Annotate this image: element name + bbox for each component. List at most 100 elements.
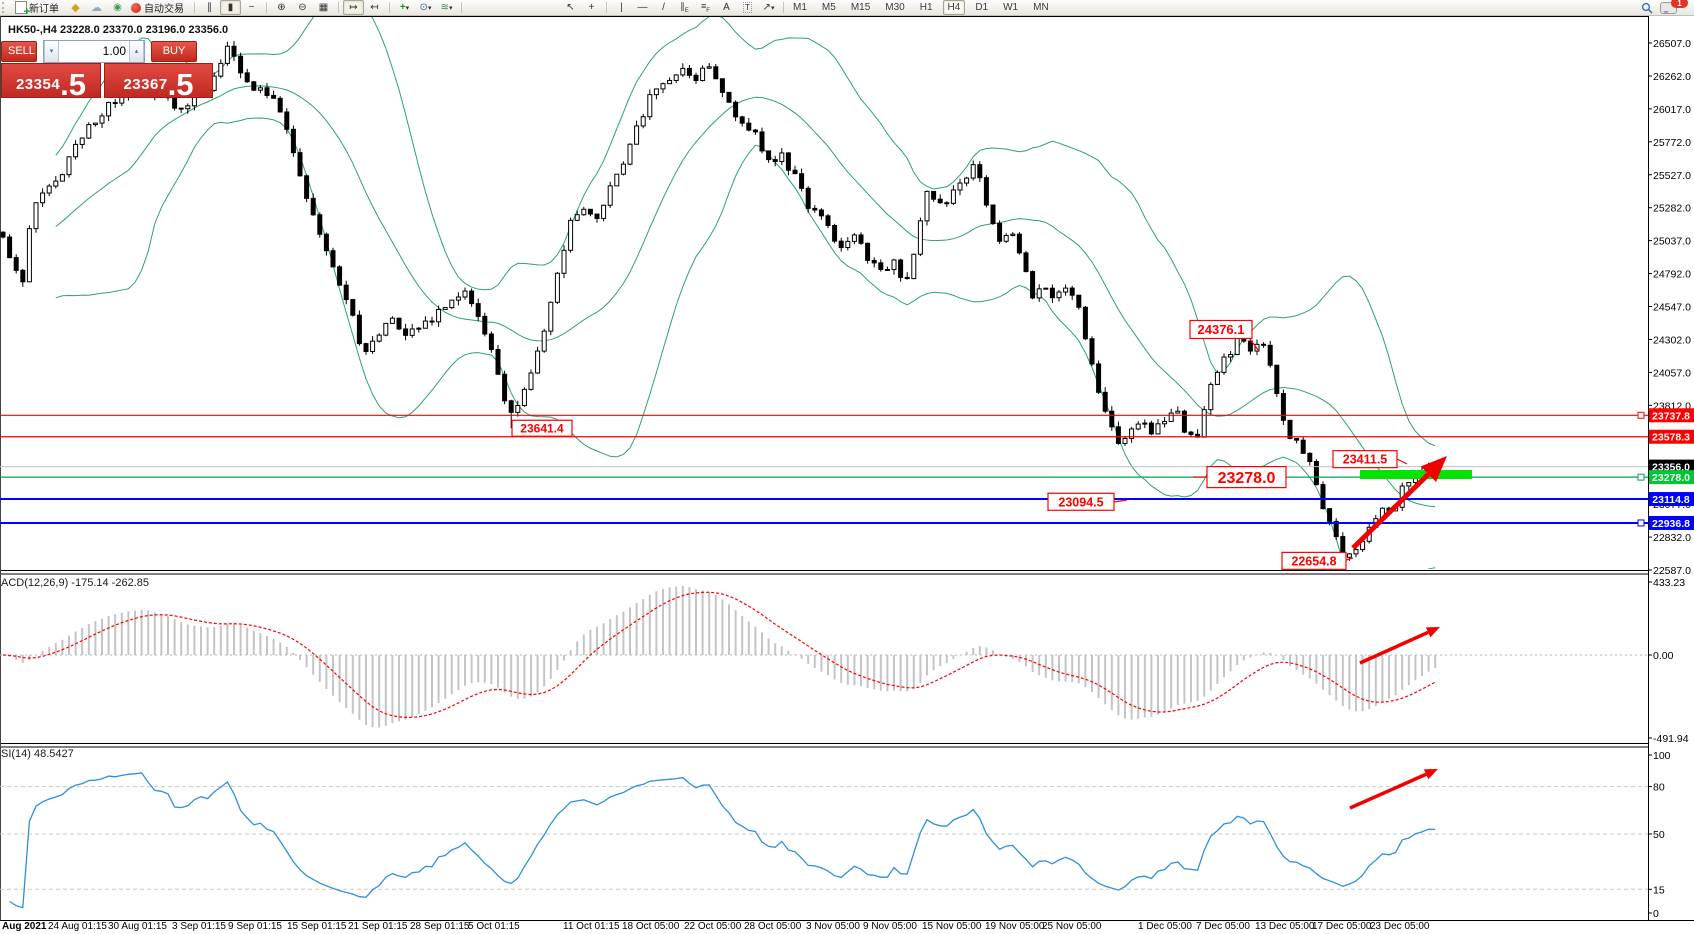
time-axis-label: 22 Oct 05:00	[684, 921, 742, 932]
price-badge	[1649, 515, 1694, 530]
buy-price[interactable]: 23367.5	[104, 63, 213, 100]
candle-body	[1148, 422, 1154, 435]
timeframe-m1[interactable]: M1	[793, 2, 807, 13]
time-axis[interactable]: Aug 2021 24 Aug 01:15 30 Aug 01:15 3 Sep 01…	[0, 921, 1694, 934]
fibonacci-button[interactable]: ≡F	[695, 0, 716, 15]
candle-body	[409, 328, 415, 336]
candle-body	[99, 115, 105, 124]
crosshair-button[interactable]: +	[581, 0, 602, 15]
signals-button[interactable]: ◉	[107, 0, 128, 15]
toolbar-grip[interactable]	[2, 2, 9, 13]
rsi-line	[9, 772, 1436, 909]
candle-body	[7, 236, 13, 259]
candle-body	[772, 159, 778, 163]
sell-button[interactable]: SELL	[1, 40, 37, 62]
macd-tick-label: 433.23	[1653, 577, 1685, 589]
candle-body	[620, 163, 626, 175]
buy-button[interactable]: BUY	[151, 40, 197, 62]
candle-body	[1294, 437, 1300, 441]
rsi-tick-label: 50	[1653, 829, 1665, 841]
market-depth-button[interactable]: ◆	[65, 0, 86, 15]
search-button[interactable]	[1636, 0, 1657, 15]
candle-body	[92, 122, 98, 126]
candle-body	[970, 164, 976, 179]
trend-arrow-shaft	[1359, 630, 1429, 665]
indicators-button[interactable]: + ▾	[394, 0, 415, 15]
candle-body	[568, 219, 574, 251]
new-order-button[interactable]: 新订单	[12, 0, 65, 17]
macd-tick-label: 0.00	[1653, 650, 1674, 662]
tile-windows-button[interactable]: ▦	[313, 0, 334, 15]
timeframe-d1[interactable]: D1	[975, 2, 989, 13]
zoom-out-button[interactable]: ⊖	[292, 0, 313, 15]
equidistant-channel-button[interactable]: ∥E	[674, 0, 695, 15]
volume-increase-button[interactable]: ▴	[129, 40, 144, 62]
candle-body	[26, 228, 32, 283]
time-axis-label: 15 Nov 05:00	[922, 921, 982, 932]
trend-arrow-shaft	[1351, 472, 1431, 550]
volume-input[interactable]	[59, 40, 129, 62]
search-icon	[1641, 2, 1653, 14]
timeframe-m15[interactable]: M15	[850, 2, 871, 13]
candle-body	[482, 315, 488, 335]
horizontal-line-button[interactable]: —	[632, 0, 653, 15]
bar-chart-button[interactable]: ∥	[199, 0, 220, 15]
candle-body	[673, 74, 679, 81]
vertical-line-button[interactable]: |	[611, 0, 632, 15]
candle-body	[1155, 423, 1161, 435]
seal-icon: ◆	[71, 2, 80, 14]
candle-body	[739, 116, 745, 124]
candle-body	[686, 67, 692, 76]
cursor-button[interactable]: ↖	[560, 0, 581, 15]
time-axis-label: 25 Nov 05:00	[1042, 921, 1102, 932]
vertical-line-icon: |	[620, 2, 623, 13]
candle-body	[53, 180, 59, 187]
candle-body	[106, 102, 112, 117]
arrows-button[interactable]: ↗ ▾	[758, 0, 779, 15]
candle-body	[1043, 287, 1049, 290]
price-badge	[1649, 408, 1694, 423]
auto-trading-button[interactable]: 自动交易	[128, 0, 190, 15]
auto-scroll-button[interactable]: ↦	[343, 0, 364, 15]
price-badge-label: 23578.3	[1652, 432, 1690, 444]
candle-body	[785, 152, 791, 171]
candle-body	[1201, 409, 1207, 438]
candle-body	[1142, 422, 1148, 425]
price-tick-label: 26017.0	[1653, 104, 1691, 116]
candle-body	[284, 111, 290, 130]
text-label-icon: T	[743, 2, 752, 13]
macd-histogram	[8, 586, 1437, 728]
candle-body	[323, 233, 329, 252]
candle-body	[251, 81, 257, 91]
notifications-button[interactable]: 1	[1657, 0, 1688, 15]
text-label-button[interactable]: T	[737, 0, 758, 15]
timeframe-m30[interactable]: M30	[885, 2, 905, 13]
volume-decrease-button[interactable]: ▾	[44, 40, 59, 62]
chart-shift-button[interactable]: ↤	[364, 0, 385, 15]
time-axis-label: 18 Oct 05:00	[622, 921, 680, 932]
support-highlight-zone	[1360, 470, 1472, 479]
periods-button[interactable]: ⊙ ▾	[415, 0, 436, 15]
price-tick-label: 25527.0	[1653, 170, 1691, 182]
timeframe-w1[interactable]: W1	[1003, 2, 1019, 13]
candle-body	[911, 253, 917, 280]
candle-body	[535, 350, 541, 374]
zoom-in-button[interactable]: ⊕	[271, 0, 292, 15]
chevron-down-icon: ▾	[770, 4, 775, 12]
trendline-button[interactable]: /	[653, 0, 674, 15]
line-chart-button[interactable]: ~	[241, 0, 262, 15]
timeframe-h4[interactable]: H4	[942, 0, 966, 15]
timeframe-h1[interactable]: H1	[919, 2, 933, 13]
community-button[interactable]: ☁	[86, 0, 107, 15]
price-tick-label: 25037.0	[1653, 236, 1691, 248]
chevron-down-icon: ▾	[448, 4, 453, 12]
text-button[interactable]: A	[716, 0, 737, 15]
candlestick-chart-button[interactable]: ▮	[220, 0, 241, 15]
cursor-icon: ↖	[566, 2, 575, 13]
templates-button[interactable]: ≋ ▾	[436, 0, 457, 15]
timeframe-mn[interactable]: MN	[1033, 2, 1049, 13]
candle-body	[614, 173, 620, 187]
timeframe-m5[interactable]: M5	[821, 2, 836, 13]
sell-price[interactable]: 23354.5	[1, 63, 101, 100]
